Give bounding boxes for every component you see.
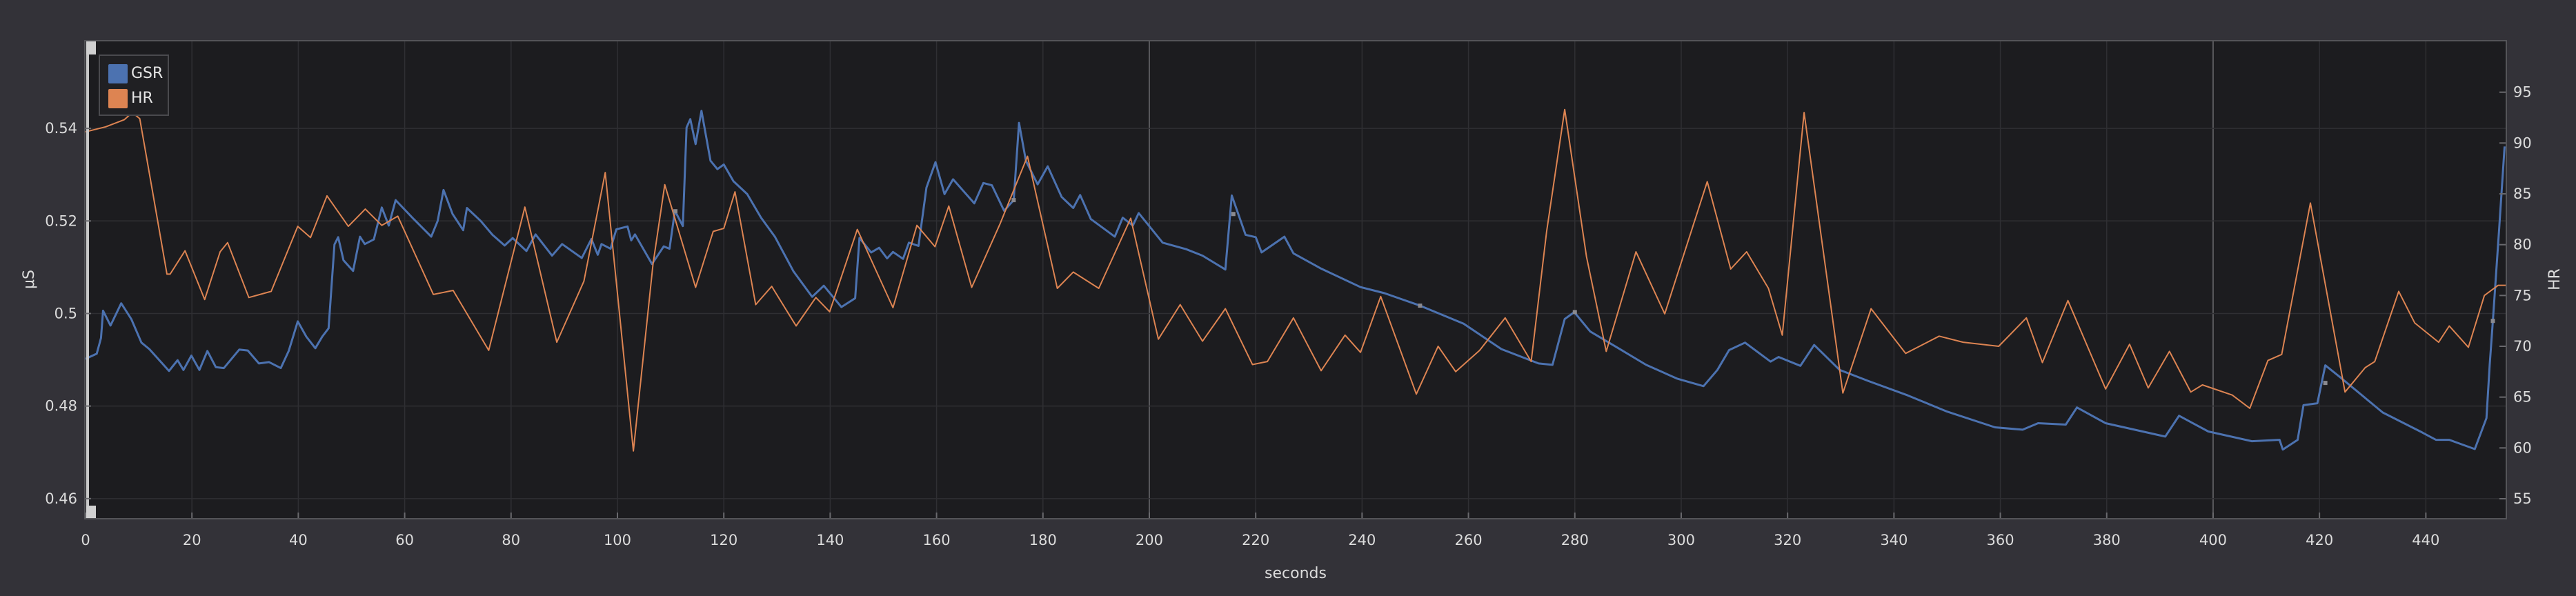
y-range-slider[interactable]	[86, 41, 96, 518]
legend-item-hr[interactable]: HR	[108, 89, 153, 108]
y-tick-label: 0.54	[45, 120, 77, 137]
legend-swatch-hr-icon	[108, 89, 128, 108]
x-tick-label: 260	[1455, 532, 1483, 548]
slider-handle-bottom[interactable]	[86, 506, 96, 518]
y-right-tick-label: 70	[2513, 338, 2532, 355]
slider-handle-top[interactable]	[86, 41, 96, 54]
x-tick-label: 60	[395, 532, 414, 548]
y-tick-label: 0.5	[55, 305, 77, 321]
series-layer	[85, 108, 2506, 452]
y-axis-right: 55 60 65 70 75 80 85 90 95	[2499, 84, 2532, 507]
y-right-tick-label: 75	[2513, 287, 2532, 304]
y-axis-right-title: HR	[2546, 268, 2564, 290]
y-right-tick-label: 80	[2513, 237, 2532, 253]
x-tick-label: 20	[183, 532, 201, 548]
x-tick-label: 400	[2199, 532, 2227, 548]
x-tick-label: 100	[604, 532, 631, 548]
x-tick-label: 120	[710, 532, 737, 548]
y-right-tick-label: 95	[2513, 84, 2532, 101]
x-axis-title: seconds	[1265, 565, 1327, 582]
x-tick-label: 0	[81, 532, 90, 548]
slider-track[interactable]	[86, 41, 89, 518]
x-tick-label: 40	[289, 532, 308, 548]
marker-point	[1011, 198, 1016, 203]
x-tick-label: 340	[1880, 532, 1908, 548]
y-tick-label: 0.52	[45, 212, 77, 229]
x-tick-label: 420	[2306, 532, 2333, 548]
x-tick-label: 220	[1242, 532, 1269, 548]
legend-item-gsr[interactable]: GSR	[108, 64, 163, 83]
x-tick-label: 180	[1029, 532, 1057, 548]
legend-swatch-gsr-icon	[108, 64, 128, 83]
x-tick-label: 360	[1987, 532, 2014, 548]
y-right-tick-label: 60	[2513, 439, 2532, 456]
x-tick-label: 440	[2412, 532, 2439, 548]
x-tick-label: 280	[1561, 532, 1589, 548]
y-right-tick-label: 55	[2513, 490, 2532, 507]
y-right-tick-label: 65	[2513, 389, 2532, 406]
x-axis: 0 20 40 60 80 100 120 140 160 180 200 220 240 260 280 3…	[81, 513, 2439, 548]
marker-point	[673, 209, 678, 214]
grid-lines	[85, 41, 2506, 518]
x-tick-label: 160	[923, 532, 951, 548]
y-tick-label: 0.48	[45, 398, 77, 415]
marker-point	[1231, 212, 1236, 217]
series-line-hr[interactable]	[85, 108, 2506, 452]
y-right-tick-label: 90	[2513, 135, 2532, 151]
data-markers	[673, 198, 2495, 386]
plot-border	[84, 40, 2507, 519]
legend-label-gsr: GSR	[131, 65, 164, 82]
x-tick-label: 140	[816, 532, 844, 548]
plot-area[interactable]	[86, 41, 2506, 518]
x-tick-label: 80	[502, 532, 520, 548]
marker-point	[2323, 381, 2328, 386]
y-axis-left: 0.46 0.48 0.5 0.52 0.54	[45, 120, 91, 507]
legend-label-hr: HR	[131, 90, 153, 107]
marker-point	[2490, 319, 2495, 324]
marker-point	[1572, 310, 1577, 315]
series-line-gsr[interactable]	[85, 110, 2506, 451]
legend: GSR HR	[99, 54, 169, 116]
y-axis-left-title: μS	[21, 270, 38, 289]
x-tick-label: 300	[1667, 532, 1695, 548]
x-tick-label: 320	[1774, 532, 1801, 548]
x-tick-label: 380	[2093, 532, 2121, 548]
x-tick-label: 240	[1348, 532, 1376, 548]
y-tick-label: 0.46	[45, 490, 77, 507]
x-tick-label: 200	[1136, 532, 1163, 548]
marker-point	[1418, 304, 1423, 308]
y-right-tick-label: 85	[2513, 186, 2532, 202]
